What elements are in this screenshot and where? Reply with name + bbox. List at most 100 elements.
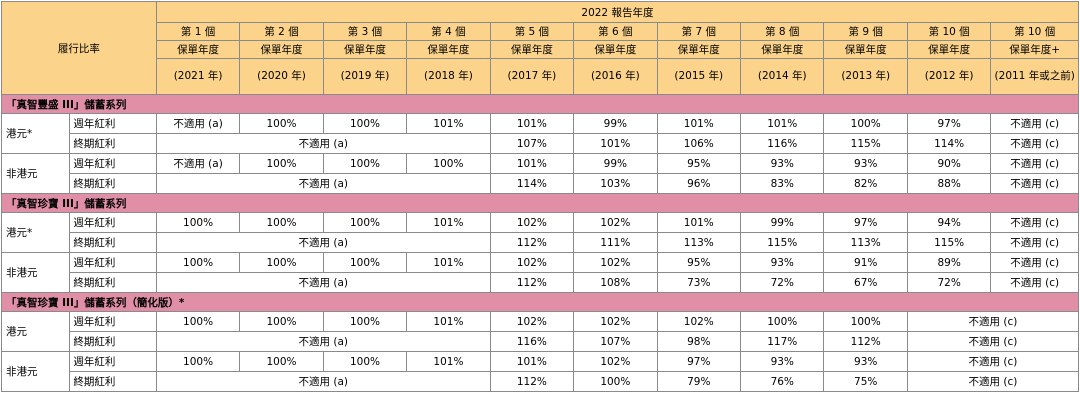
column-type-label: 保單年度 — [239, 40, 324, 59]
annual-dividend-cell: 100% — [239, 153, 324, 174]
terminal-dividend-cell: 不適用 (c) — [990, 173, 1079, 194]
annual-dividend-cell: 99% — [573, 153, 658, 174]
annual-dividend-cell: 100% — [322, 113, 408, 134]
annual-dividend-cell: 99% — [573, 113, 658, 134]
annual-dividend-cell: 101% — [489, 153, 575, 174]
column-year-label: 第 3 個 — [322, 22, 408, 41]
annual-dividend-cell: 101% — [406, 252, 491, 273]
table-row: 終期紅利 不適用 (a) 112% 108% 73% 72% 67% 72% 不適用 (c) — [2, 272, 1079, 293]
column-period-label: (2021 年) — [155, 58, 241, 95]
annual-dividend-label: 週年紅利 — [69, 252, 157, 273]
column-type-label: 保單年度 — [823, 40, 908, 59]
terminal-dividend-cell: 116% — [489, 331, 575, 352]
annual-dividend-cell: 101% — [740, 113, 825, 134]
column-period-label: (2020 年) — [239, 58, 324, 95]
column-period-label: (2013 年) — [823, 58, 908, 95]
annual-dividend-cell: 93% — [740, 252, 825, 273]
terminal-dividend-cell: 112% — [823, 331, 908, 352]
annual-dividend-cell: 90% — [906, 153, 992, 174]
annual-dividend-cell: 95% — [656, 252, 742, 273]
column-period-label: (2019 年) — [322, 58, 408, 95]
column-year-label: 第 10 個 — [990, 22, 1079, 41]
section-row: 「真智豐盛 III」儲蓄系列 — [1, 94, 1079, 114]
not-applicable-c-cell: 不適用 (c) — [906, 331, 1080, 352]
annual-dividend-cell: 100% — [155, 351, 241, 372]
not-applicable-c-cell: 不適用 (c) — [906, 371, 1080, 392]
terminal-dividend-cell: 73% — [656, 272, 742, 293]
annual-dividend-cell: 91% — [823, 252, 908, 273]
annual-dividend-cell: 89% — [906, 252, 992, 273]
annual-dividend-cell: 101% — [406, 212, 491, 233]
table-row: 港元* 週年紅利 100% 100% 100% 101% 102% 102% 101% 99% 97… — [0, 212, 1079, 253]
terminal-dividend-label: 終期紅利 — [69, 133, 157, 154]
terminal-dividend-label: 終期紅利 — [69, 371, 157, 392]
column-period-label: (2014 年) — [740, 58, 825, 95]
column-year-label: 第 6 個 — [573, 22, 658, 41]
annual-dividend-cell: 不適用 (a) — [155, 113, 241, 134]
terminal-dividend-cell: 113% — [656, 232, 742, 253]
currency-label: 非港元 — [0, 252, 71, 293]
column-period-label: (2015 年) — [656, 58, 742, 95]
annual-dividend-cell: 100% — [155, 252, 241, 273]
annual-dividend-cell: 100% — [322, 153, 408, 174]
terminal-dividend-cell: 115% — [906, 232, 992, 253]
terminal-dividend-label: 終期紅利 — [69, 232, 157, 253]
annual-dividend-cell: 101% — [489, 351, 575, 372]
not-applicable-a-cell: 不適用 (a) — [155, 133, 491, 154]
terminal-dividend-cell: 106% — [656, 133, 742, 154]
column-type-label: 保單年度 — [740, 40, 825, 59]
annual-dividend-cell: 100% — [239, 113, 324, 134]
column-year-label: 第 5 個 — [489, 22, 575, 41]
annual-dividend-cell: 101% — [406, 311, 491, 332]
table-row: 非港元 週年紅利 100% 100% 100% 101% 102% 102% 95% 93% 91%… — [0, 252, 1079, 293]
annual-dividend-cell: 101% — [656, 113, 742, 134]
terminal-dividend-cell: 88% — [906, 173, 992, 194]
report-year-heading: 2022 報告年度 — [155, 1, 1080, 23]
terminal-dividend-cell: 96% — [656, 173, 742, 194]
fulfillment-ratio-table: 履行比率 2022 報告年度 第 1 個第 2 個第 3 個第 4 個第 5 個… — [0, 1, 1080, 392]
terminal-dividend-cell: 115% — [740, 232, 825, 253]
annual-dividend-cell: 100% — [823, 113, 908, 134]
terminal-dividend-label: 終期紅利 — [69, 272, 157, 293]
terminal-dividend-cell: 107% — [489, 133, 575, 154]
table-row: 終期紅利 不適用 (a) 116% 107% 98% 117% 112% 不適用 (c) — [2, 331, 1080, 352]
annual-dividend-cell: 100% — [239, 311, 324, 332]
annual-dividend-cell: 不適用 (c) — [990, 212, 1079, 233]
annual-dividend-cell: 101% — [406, 351, 491, 372]
column-year-label: 第 1 個 — [155, 22, 241, 41]
not-applicable-a-cell: 不適用 (a) — [155, 371, 491, 392]
annual-dividend-cell: 102% — [573, 252, 658, 273]
terminal-dividend-cell: 75% — [823, 371, 908, 392]
terminal-dividend-label: 終期紅利 — [69, 173, 157, 194]
column-type-label: 保單年度 — [322, 40, 408, 59]
column-year-label: 第 8 個 — [740, 22, 825, 41]
annual-dividend-label: 週年紅利 — [69, 351, 157, 372]
annual-dividend-cell: 100% — [322, 351, 408, 372]
terminal-dividend-cell: 103% — [573, 173, 658, 194]
column-period-label: (2011 年或之前) — [990, 58, 1079, 95]
column-period-label: (2012 年) — [906, 58, 992, 95]
terminal-dividend-cell: 115% — [823, 133, 908, 154]
annual-dividend-cell: 100% — [239, 351, 324, 372]
annual-dividend-cell: 102% — [573, 311, 658, 332]
table-row: 終期紅利 不適用 (a) 112% 111% 113% 115% 113% 115% 不適用 (… — [2, 232, 1079, 253]
section-row: 「真智珍寶 III」儲蓄系列 — [1, 193, 1079, 213]
annual-dividend-label: 週年紅利 — [69, 212, 157, 233]
section-title: 「真智豐盛 III」儲蓄系列 — [1, 94, 1079, 114]
terminal-dividend-cell: 112% — [489, 232, 575, 253]
annual-dividend-label: 週年紅利 — [69, 153, 157, 174]
terminal-dividend-cell: 101% — [573, 133, 658, 154]
terminal-dividend-cell: 72% — [906, 272, 992, 293]
table-row: 非港元 週年紅利 不適用 (a) 100% 100% 100% 101% 99% 95% 93% 9… — [0, 153, 1079, 194]
annual-dividend-cell: 100% — [322, 311, 408, 332]
terminal-dividend-cell: 114% — [906, 133, 992, 154]
annual-dividend-cell: 102% — [489, 311, 575, 332]
annual-dividend-cell: 100% — [406, 153, 491, 174]
annual-dividend-cell: 95% — [656, 153, 742, 174]
annual-dividend-cell: 93% — [740, 153, 825, 174]
table-row: 終期紅利 不適用 (a) 107% 101% 106% 116% 115% 114% 不適用 (… — [2, 133, 1079, 154]
annual-dividend-cell: 94% — [906, 212, 992, 233]
column-type-label: 保單年度 — [573, 40, 658, 59]
column-type-label: 保單年度 — [406, 40, 491, 59]
terminal-dividend-cell: 98% — [656, 331, 742, 352]
